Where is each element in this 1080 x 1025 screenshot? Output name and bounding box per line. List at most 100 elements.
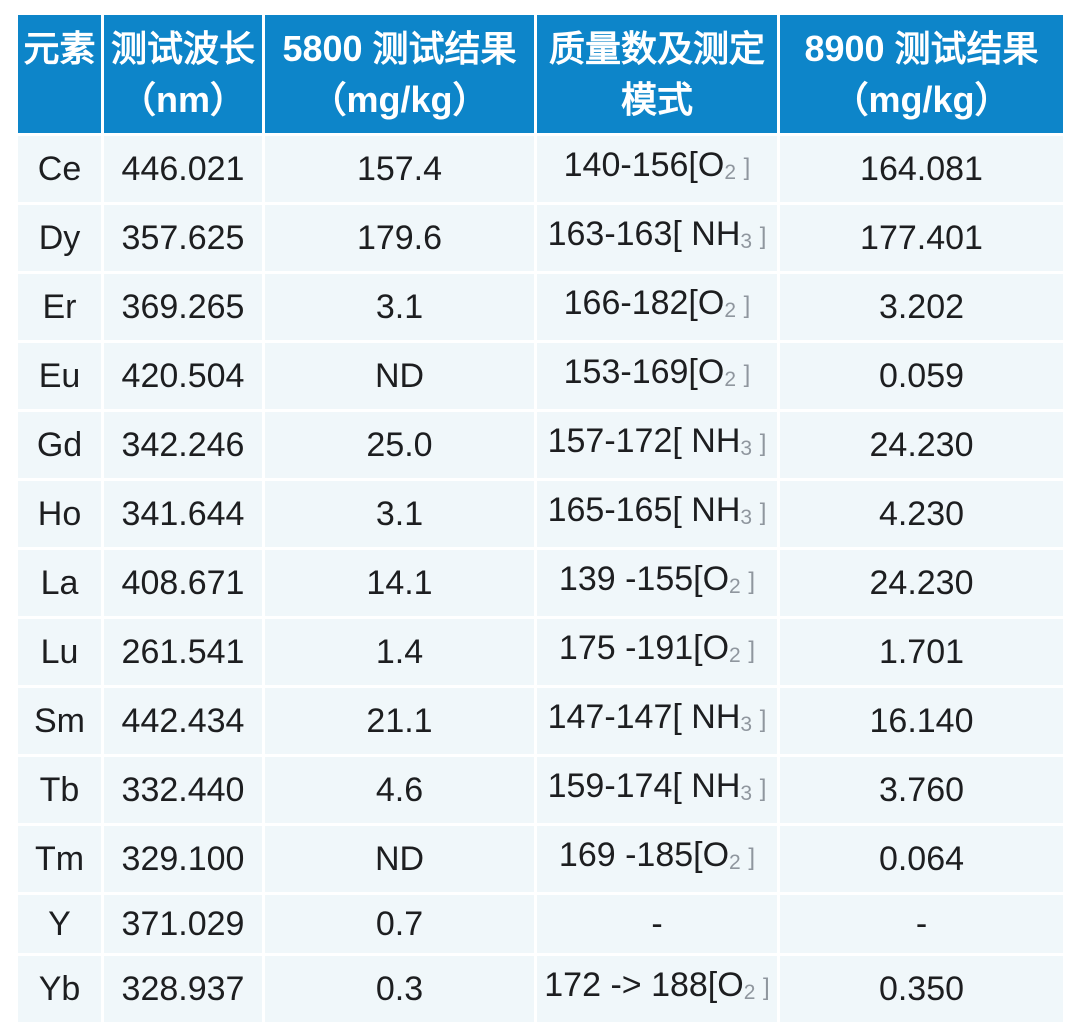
column-header-line2: （nm） — [119, 79, 246, 120]
result-5800-cell: 179.6 — [262, 202, 537, 274]
column-header-4: 质量数及测定 模式 — [534, 12, 780, 136]
mass-mode-text: 159-174[ NH — [547, 767, 741, 805]
mass-mode-subscript: 2 — [724, 161, 737, 184]
table-row: Y 371.029 0.7 - - — [15, 892, 1066, 956]
wavelength-cell: 332.440 — [101, 754, 265, 826]
column-header-line2: （mg/kg） — [310, 79, 489, 120]
result-8900-cell: 0.064 — [777, 823, 1066, 895]
mass-mode-cell: 159-174[ NH3 ] — [534, 754, 780, 826]
mass-mode-text: 157-172[ NH — [547, 422, 741, 460]
mass-mode-close-bracket: ] — [753, 223, 767, 250]
mass-mode-text: 153-169[O — [563, 353, 725, 391]
mass-mode-subscript: 2 — [724, 299, 737, 322]
wavelength-cell: 329.100 — [101, 823, 265, 895]
table-row: Tb 332.440 4.6 159-174[ NH3 ] 3.760 — [15, 754, 1066, 826]
result-8900-cell: 24.230 — [777, 409, 1066, 481]
mass-mode-close-bracket: ] — [753, 706, 767, 733]
mass-mode-text: 166-182[O — [563, 284, 725, 322]
mass-mode-subscript: 3 — [740, 230, 754, 253]
header-row: 元素 测试波长 （nm） 5800 测试结果 （mg/kg） 质量数及测定 模式 8900 测… — [15, 12, 1066, 136]
mass-mode-subscript: 3 — [740, 506, 754, 529]
column-header-line2 — [20, 74, 99, 125]
mass-mode-subscript: 3 — [740, 437, 754, 460]
column-header-line1: 5800 测试结果 — [282, 28, 517, 69]
column-header-line2: 模式 — [620, 79, 693, 120]
mass-mode-cell: 163-163[ NH3 ] — [534, 202, 780, 274]
mass-mode-subscript: 2 — [729, 575, 742, 598]
mass-mode-text: 147-147[ NH — [547, 698, 741, 736]
element-cell: Dy — [15, 202, 104, 274]
element-cell: Ce — [15, 133, 104, 205]
mass-mode-text: 140-156[O — [563, 146, 725, 184]
mass-mode-text: 163-163[ NH — [547, 215, 741, 253]
result-5800-cell: 14.1 — [262, 547, 537, 619]
element-cell: Gd — [15, 409, 104, 481]
mass-mode-close-bracket: ] — [737, 154, 751, 181]
column-header-line1: 8900 测试结果 — [804, 28, 1039, 69]
mass-mode-cell: 169 -185[O2 ] — [534, 823, 780, 895]
mass-mode-close-bracket: ] — [737, 292, 751, 319]
result-8900-cell: 3.202 — [777, 271, 1066, 343]
result-8900-cell: 0.059 — [777, 340, 1066, 412]
mass-mode-close-bracket: ] — [737, 361, 751, 388]
result-5800-cell: ND — [262, 823, 537, 895]
wavelength-cell: 357.625 — [101, 202, 265, 274]
element-cell: Er — [15, 271, 104, 343]
mass-mode-cell: - — [534, 892, 780, 956]
result-5800-cell: 21.1 — [262, 685, 537, 757]
mass-mode-subscript: 2 — [729, 644, 742, 667]
rare-earth-results-table: 元素 测试波长 （nm） 5800 测试结果 （mg/kg） 质量数及测定 模式 8900 测… — [15, 12, 1066, 1025]
mass-mode-subscript: 2 — [743, 981, 757, 1004]
wavelength-cell: 342.246 — [101, 409, 265, 481]
mass-mode-cell: 153-169[O2 ] — [534, 340, 780, 412]
mass-mode-close-bracket: ] — [741, 637, 756, 664]
element-cell: Tm — [15, 823, 104, 895]
element-cell: Lu — [15, 616, 104, 688]
mass-mode-text: - — [651, 905, 663, 943]
mass-mode-close-bracket: ] — [753, 499, 767, 526]
table-row: Er 369.265 3.1 166-182[O2 ] 3.202 — [15, 271, 1066, 343]
mass-mode-cell: 165-165[ NH3 ] — [534, 478, 780, 550]
mass-mode-cell: 175 -191[O2 ] — [534, 616, 780, 688]
mass-mode-text: 165-165[ NH — [547, 491, 741, 529]
mass-mode-close-bracket: ] — [753, 775, 767, 802]
result-8900-cell: 4.230 — [777, 478, 1066, 550]
element-cell: La — [15, 547, 104, 619]
wavelength-cell: 371.029 — [101, 892, 265, 956]
mass-mode-close-bracket: ] — [756, 974, 770, 1001]
wavelength-cell: 408.671 — [101, 547, 265, 619]
table-row: Dy 357.625 179.6 163-163[ NH3 ] 177.401 — [15, 202, 1066, 274]
result-8900-cell: 3.760 — [777, 754, 1066, 826]
column-header-line1: 元素 — [23, 28, 96, 69]
mass-mode-text: 169 -185[O — [558, 836, 730, 874]
result-5800-cell: 3.1 — [262, 478, 537, 550]
element-cell: Tb — [15, 754, 104, 826]
wavelength-cell: 446.021 — [101, 133, 265, 205]
mass-mode-close-bracket: ] — [753, 430, 767, 457]
result-8900-cell: 177.401 — [777, 202, 1066, 274]
table-row: Ho 341.644 3.1 165-165[ NH3 ] 4.230 — [15, 478, 1066, 550]
wavelength-cell: 442.434 — [101, 685, 265, 757]
result-8900-cell: - — [777, 892, 1066, 956]
mass-mode-subscript: 3 — [740, 713, 754, 736]
column-header-2: 测试波长 （nm） — [101, 12, 265, 136]
element-cell: Sm — [15, 685, 104, 757]
element-cell: Eu — [15, 340, 104, 412]
column-header-line2: （mg/kg） — [832, 79, 1011, 120]
result-5800-cell: 0.7 — [262, 892, 537, 956]
result-5800-cell: 157.4 — [262, 133, 537, 205]
table-row: Eu 420.504 ND 153-169[O2 ] 0.059 — [15, 340, 1066, 412]
mass-mode-cell: 147-147[ NH3 ] — [534, 685, 780, 757]
result-5800-cell: 4.6 — [262, 754, 537, 826]
mass-mode-subscript: 3 — [740, 782, 754, 805]
result-8900-cell: 1.701 — [777, 616, 1066, 688]
wavelength-cell: 369.265 — [101, 271, 265, 343]
result-5800-cell: ND — [262, 340, 537, 412]
column-header-line1: 质量数及测定 — [548, 28, 765, 69]
mass-mode-close-bracket: ] — [741, 844, 756, 871]
mass-mode-text: 139 -155[O — [558, 560, 730, 598]
wavelength-cell: 261.541 — [101, 616, 265, 688]
result-8900-cell: 16.140 — [777, 685, 1066, 757]
mass-mode-subscript: 2 — [729, 851, 742, 874]
wavelength-cell: 341.644 — [101, 478, 265, 550]
